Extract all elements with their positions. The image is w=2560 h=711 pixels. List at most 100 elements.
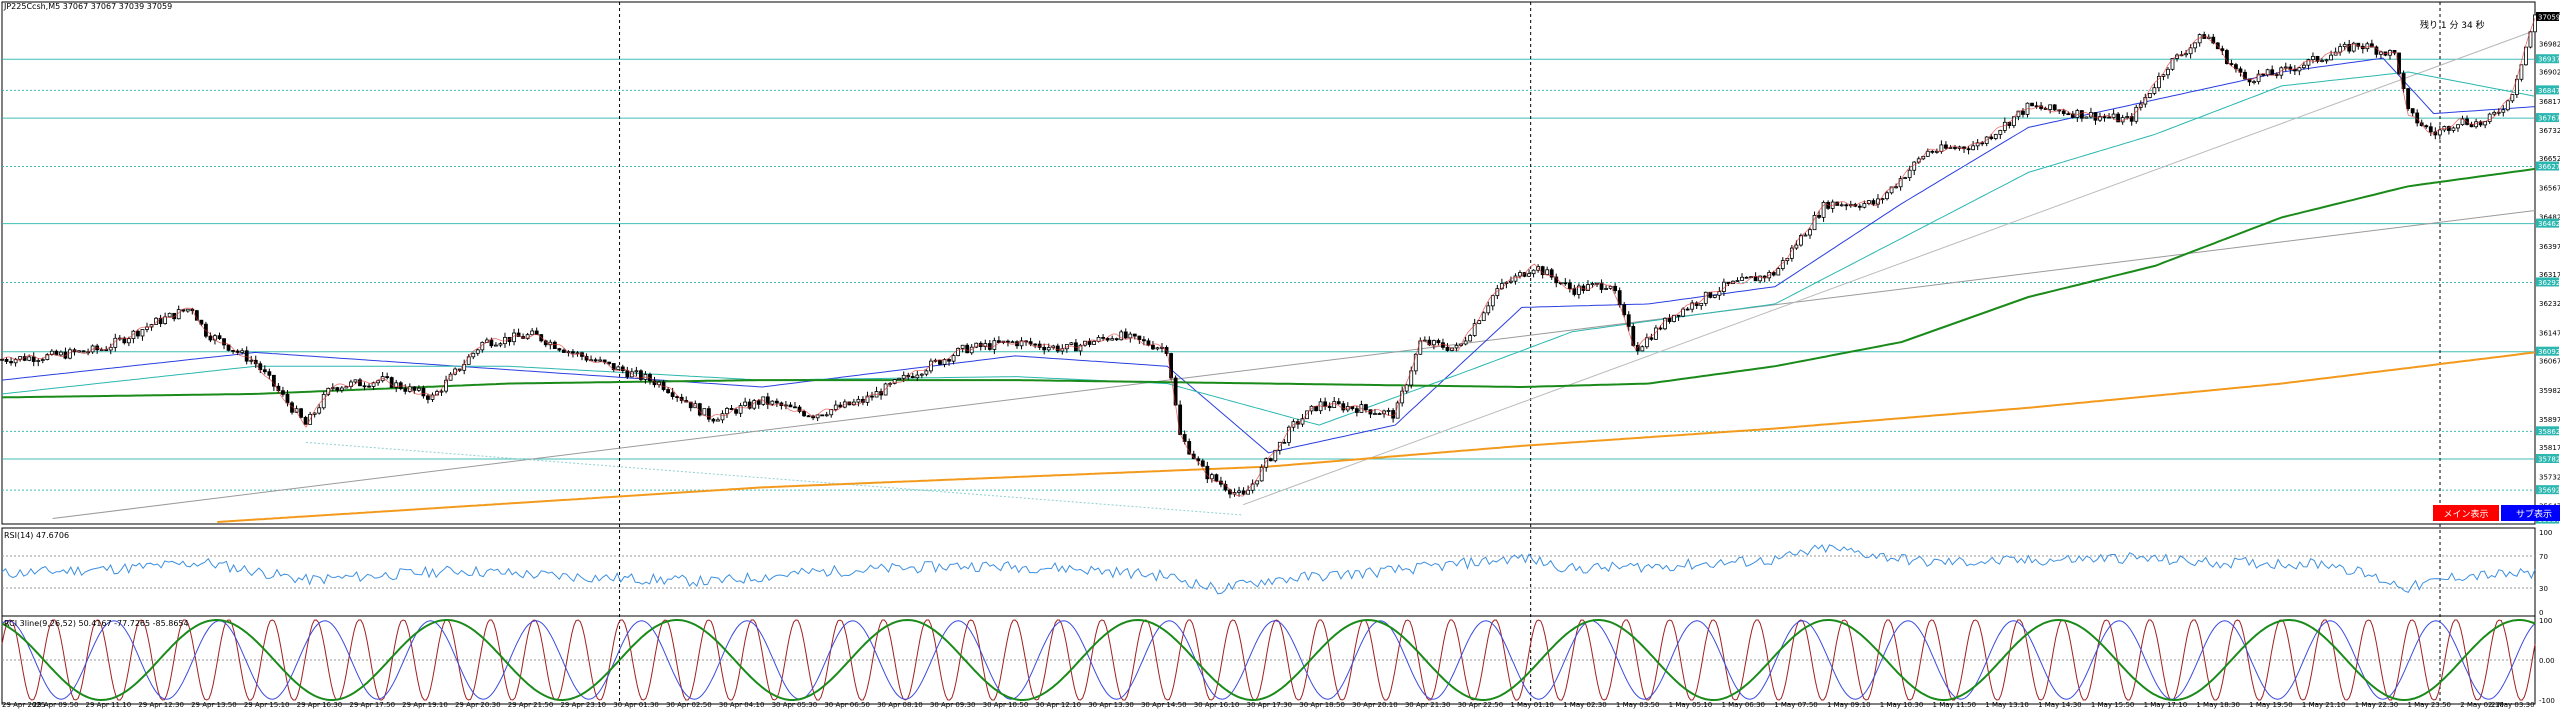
candle-body [126, 338, 131, 344]
candle-body [1663, 317, 1667, 330]
candle-body [498, 343, 503, 346]
candle-body [951, 355, 956, 362]
candle-body [303, 416, 308, 425]
main-display-button[interactable]: メイン表示 [2433, 505, 2499, 521]
candle-body [1975, 142, 1980, 147]
price-axis-label: 36902 [2539, 68, 2560, 76]
time-axis-label: 30 Apr 10:50 [983, 701, 1029, 709]
candle-body [716, 419, 720, 422]
candle-body [1110, 338, 1115, 341]
candle-body [2070, 113, 2075, 118]
candle-body [1454, 345, 1459, 349]
candle-body [2011, 116, 2016, 126]
price-axis-label: 35897 [2539, 416, 2560, 424]
candle-body [1930, 150, 1935, 153]
candle-body [2428, 126, 2433, 133]
time-axis-label: 30 Apr 17:30 [1247, 701, 1293, 709]
candle-body [729, 408, 734, 411]
candle-body [2170, 58, 2175, 70]
candle-body [1527, 273, 1531, 277]
candle-body [1622, 304, 1627, 316]
price-axis-label: 36567 [2539, 184, 2560, 192]
rsi-line [1, 544, 2536, 595]
candle-body [31, 356, 36, 362]
candle-body [1644, 337, 1649, 348]
candle-body [1925, 150, 1930, 157]
candle-body [1006, 340, 1010, 343]
trend-line [305, 441, 1244, 516]
candle-body [2501, 109, 2506, 113]
candle-body [620, 366, 625, 372]
candle-body [2261, 73, 2266, 76]
candle-body [2052, 104, 2057, 111]
candle-body [172, 312, 177, 320]
candle-body [870, 395, 874, 398]
candle-body [140, 329, 145, 337]
candle-body [1776, 268, 1781, 276]
candle-body [471, 352, 476, 358]
price-axis-tag-label: 36937 [2538, 56, 2560, 64]
time-axis-label: 30 Apr 12:10 [1035, 701, 1081, 709]
candle-body [1137, 335, 1142, 341]
price-axis-tag-label: 35862 [2538, 428, 2560, 436]
candle-body [394, 382, 399, 388]
candle-body [747, 401, 752, 409]
rci-mid-line [1, 620, 2536, 700]
price-overlay-line [1, 17, 2536, 497]
candle-body [45, 354, 50, 360]
candle-body [960, 344, 965, 349]
candle-body [1998, 129, 2003, 135]
candle-body [820, 414, 825, 417]
rci-fast-line [1, 619, 2536, 701]
candle-body [163, 316, 168, 325]
candle-body [2247, 78, 2252, 83]
candle-body [222, 338, 226, 346]
candle-body [1273, 449, 1278, 462]
candle-body [1486, 305, 1491, 314]
candle-body [2066, 113, 2071, 116]
price-axis-label: 36397 [2539, 243, 2560, 251]
candle-body [552, 341, 557, 349]
candle-body [59, 351, 63, 356]
candle-body [1685, 308, 1690, 311]
candle-body [2125, 116, 2130, 118]
time-axis-label: 1 May 17:10 [2144, 701, 2188, 709]
candle-body [1676, 314, 1681, 317]
candle-body [2311, 55, 2315, 60]
time-axis-label: 29 Apr 12:30 [138, 701, 184, 709]
candle-body [1567, 282, 1572, 290]
candle-body [938, 359, 942, 365]
time-axis-label: 1 May 07:50 [1774, 701, 1818, 709]
candle-body [1694, 302, 1699, 306]
candle-body [2351, 42, 2356, 52]
candle-body [725, 408, 729, 415]
time-axis-label: 1 May 13:10 [1985, 701, 2029, 709]
time-axis-label: 29 Apr 23:10 [560, 701, 606, 709]
time-axis-label: 1 May 06:30 [1721, 701, 1765, 709]
candle-body [271, 374, 276, 387]
candle-body [2401, 73, 2406, 90]
candle-body [1436, 340, 1441, 344]
candle-body [824, 414, 829, 417]
candle-body [2134, 106, 2139, 122]
candle-body [1939, 144, 1944, 152]
candle-body [1010, 341, 1015, 344]
candle-body [1513, 275, 1518, 282]
candle-body [426, 395, 430, 400]
price-axis-tag-label: 37059 [2538, 13, 2560, 21]
candle-body [1223, 483, 1228, 491]
sub-display-button[interactable]: サブ表示 [2501, 505, 2560, 521]
candle-body [1626, 314, 1631, 327]
candle-body [942, 359, 947, 365]
candle-body [1604, 288, 1608, 290]
candle-body [2524, 46, 2528, 66]
time-axis-label: 1 May 19:50 [2249, 701, 2293, 709]
price-axis-tag-label: 36292 [2538, 279, 2560, 287]
candle-body [2084, 116, 2089, 119]
candle-body [136, 330, 140, 337]
bar-countdown: 残り 1 分 34 秒 [2420, 21, 2485, 31]
candle-body [1286, 426, 1291, 443]
time-axis-label: 29 Apr 19:10 [402, 701, 448, 709]
